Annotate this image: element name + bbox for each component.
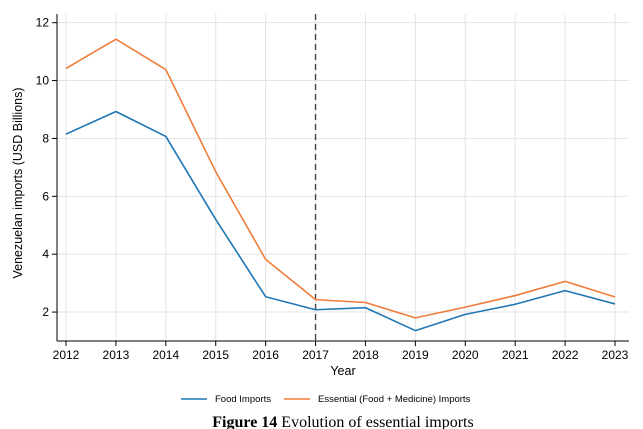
axes — [56, 14, 629, 342]
x-tick-label: 2012 — [53, 348, 80, 362]
series-line-food-imports — [65, 110, 616, 332]
x-axis-title: Year — [330, 364, 355, 378]
series-line-essential-imports — [65, 38, 616, 319]
y-ticks: 2 4 6 8 10 12 — [36, 16, 57, 319]
x-tick-label: 2018 — [352, 348, 379, 362]
x-tick-label: 2020 — [452, 348, 479, 362]
x-tick-label: 2016 — [252, 348, 279, 362]
x-tick-label: 2015 — [202, 348, 229, 362]
x-tick-label: 2019 — [402, 348, 429, 362]
x-tick-label: 2013 — [103, 348, 130, 362]
y-tick-label: 2 — [42, 305, 49, 319]
y-tick-label: 4 — [42, 247, 49, 261]
y-tick-label: 10 — [36, 74, 50, 88]
grid-lines — [57, 14, 629, 341]
x-tick-label: 2023 — [602, 348, 629, 362]
y-tick-label: 8 — [42, 131, 49, 145]
series-lines — [65, 38, 616, 332]
caption-text: Evolution of essential imports — [281, 414, 473, 429]
legend-label-essential-imports: Essential (Food + Medicine) Imports — [318, 394, 471, 405]
y-tick-label: 12 — [36, 16, 50, 30]
x-ticks: 2012 2013 2014 2015 2016 2017 2018 2019 2020 2021… — [53, 341, 629, 362]
y-axis-title: Venezuelan imports (USD Billions) — [11, 87, 25, 278]
figure-caption: Figure 14 Evolution of essential imports — [212, 414, 473, 429]
caption-label: Figure 14 — [212, 414, 277, 429]
legend: Food Imports Essential (Food + Medicine)… — [181, 394, 471, 405]
x-tick-label: 2022 — [552, 348, 579, 362]
x-tick-label: 2021 — [502, 348, 529, 362]
legend-label-food-imports: Food Imports — [215, 394, 271, 405]
y-tick-label: 6 — [42, 189, 49, 203]
x-tick-label: 2014 — [152, 348, 179, 362]
x-tick-label: 2017 — [302, 348, 329, 362]
